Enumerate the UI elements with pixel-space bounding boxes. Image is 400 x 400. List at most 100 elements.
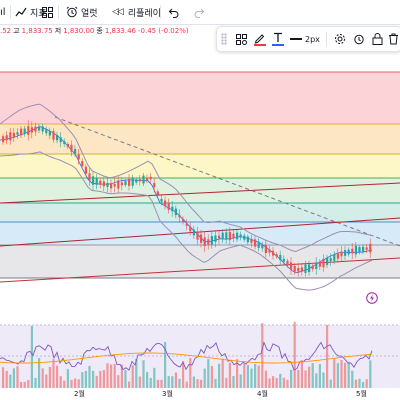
time-axis: 2월 3월 4월 5월 <box>0 388 400 400</box>
templates-button[interactable] <box>233 28 251 50</box>
candle-body <box>142 175 145 184</box>
volume-bar <box>196 379 199 388</box>
price-chart[interactable] <box>0 0 400 388</box>
volume-bar <box>131 365 134 388</box>
drag-handle[interactable] <box>221 33 227 45</box>
volume-bar <box>362 381 365 388</box>
candle-body <box>286 260 289 266</box>
candle-body <box>27 126 30 135</box>
candle-body <box>308 264 311 273</box>
volume-bar <box>254 363 257 388</box>
candle-body <box>192 229 195 236</box>
undo-icon <box>168 8 179 18</box>
candle-body <box>261 245 264 249</box>
volume-bar <box>239 374 242 388</box>
candle-body <box>290 262 293 270</box>
candle-body <box>135 179 138 183</box>
volume-bar <box>351 370 354 388</box>
volume-bar <box>117 375 120 388</box>
candle-body <box>34 126 37 132</box>
line-color-button[interactable] <box>251 28 269 50</box>
candle-body <box>99 180 102 185</box>
volume-bar <box>99 370 102 388</box>
candle-body <box>329 258 332 262</box>
close-value: 1,833.46 <box>104 27 137 35</box>
settings-button[interactable] <box>331 28 349 50</box>
candle-body <box>66 144 69 147</box>
undo-button[interactable] <box>168 0 179 24</box>
replay-button[interactable]: ◁◁ 리플레이 <box>112 0 161 24</box>
volume-bar <box>30 325 33 388</box>
candle-body <box>246 236 249 243</box>
volume-bar <box>171 376 174 388</box>
candle-body <box>164 200 167 206</box>
pencil-icon <box>254 34 267 46</box>
lightning-icon[interactable] <box>366 292 378 304</box>
volume-bar <box>232 376 235 388</box>
volume-bar <box>185 381 188 388</box>
volume-bar <box>358 378 361 388</box>
alerts-label: 얼럿 <box>81 8 98 19</box>
volume-bar <box>38 358 41 388</box>
candle-body <box>369 243 372 253</box>
volume-bar <box>365 379 368 388</box>
volume-bar <box>156 379 159 388</box>
candle-body <box>74 149 77 154</box>
volume-bar <box>304 370 307 388</box>
volume-bar <box>110 364 113 388</box>
candle-body <box>30 127 33 133</box>
volume-bar <box>95 375 98 388</box>
candle-body <box>20 128 23 136</box>
volume-bar <box>257 365 260 388</box>
candle-body <box>95 178 98 185</box>
candle-body <box>347 249 350 255</box>
volume-bar <box>218 363 221 388</box>
volume-bar <box>340 359 343 388</box>
candle-body <box>268 249 271 253</box>
drawing-toolbar: 2px <box>216 26 400 52</box>
volume-bar <box>88 365 91 388</box>
candle-body <box>293 266 296 272</box>
change-value: -0.45 (-0.02%) <box>138 27 189 35</box>
candle-body <box>264 244 267 254</box>
candle-body <box>110 183 113 189</box>
volume-bar <box>322 372 325 388</box>
interval-button-partial[interactable]: ıl <box>0 0 6 24</box>
candle-body <box>92 176 95 185</box>
candle-body <box>236 232 239 240</box>
toolbar-divider <box>10 5 11 19</box>
volume-bar <box>297 369 300 388</box>
candle-body <box>120 182 123 186</box>
candle-body <box>185 223 188 226</box>
candle-body <box>41 126 44 132</box>
text-color-button[interactable] <box>269 28 287 50</box>
volume-bar <box>207 359 210 388</box>
volume-bar <box>160 379 163 388</box>
delete-button[interactable] <box>386 28 400 50</box>
volume-bar <box>34 377 37 388</box>
candle-body <box>160 199 163 202</box>
layout-grid-button[interactable] <box>42 0 53 24</box>
volume-bar <box>16 366 19 388</box>
interval-icon: ıl <box>0 6 6 18</box>
volume-bar <box>336 363 339 388</box>
volume-bar <box>250 368 253 388</box>
volume-bar <box>167 376 170 388</box>
volume-bar <box>192 376 195 388</box>
candle-body <box>149 176 152 180</box>
volume-bar <box>290 369 293 388</box>
lock-button[interactable] <box>368 28 386 50</box>
volume-bar <box>189 358 192 388</box>
candle-body <box>257 241 260 248</box>
line-width-button[interactable]: 2px <box>288 28 323 50</box>
gear-icon <box>335 34 346 44</box>
bollinger-lower-line <box>0 151 373 291</box>
alerts-button[interactable]: 얼럿 <box>66 0 98 24</box>
volume-bar <box>261 323 264 388</box>
redo-button[interactable] <box>194 0 205 24</box>
indicators-button[interactable]: 지표 <box>15 0 47 24</box>
volume-bar <box>84 370 87 388</box>
volume-bar <box>146 372 149 388</box>
alert-button[interactable] <box>350 28 368 50</box>
volume-bar <box>12 368 15 388</box>
